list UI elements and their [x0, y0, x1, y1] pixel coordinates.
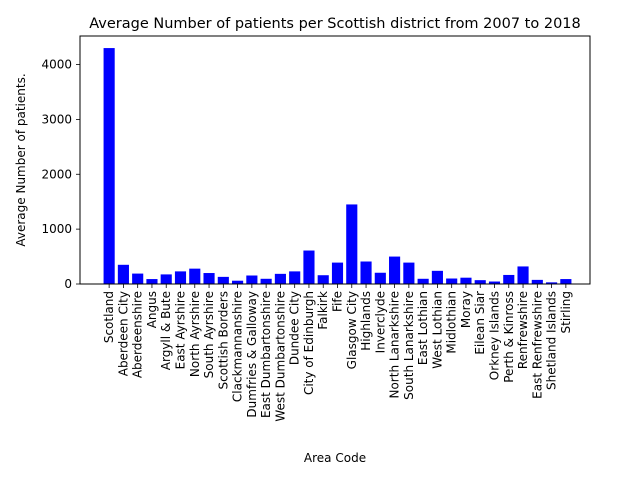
x-tick-label: Fife: [331, 291, 345, 312]
bar: [203, 273, 215, 284]
bar: [431, 270, 443, 284]
x-tick-label: Shetland Islands: [545, 291, 559, 390]
bar: [189, 268, 201, 284]
bar: [417, 278, 429, 284]
x-tick-label: Highlands: [359, 291, 373, 351]
x-tick-label: North Lanarkshire: [388, 291, 402, 399]
bar: [260, 278, 272, 284]
x-axis-ticks: Scotland Aberdeen City Aberdeenshire Angus A…: [102, 284, 573, 422]
bar: [517, 266, 529, 284]
bar: [289, 271, 301, 284]
x-tick-label: West Lothian: [430, 291, 444, 369]
bar: [232, 280, 244, 284]
x-tick-label: Eilean Siar: [473, 291, 487, 355]
chart-title: Average Number of patients per Scottish …: [89, 16, 581, 32]
x-tick-label: Aberdeen City: [116, 291, 130, 376]
bar: [274, 273, 286, 284]
y-tick-label: 1000: [41, 222, 72, 236]
x-tick-label: East Ayrshire: [174, 291, 188, 369]
bar: [317, 275, 329, 284]
x-tick-label: Angus: [145, 291, 159, 328]
bar: [546, 282, 558, 284]
y-tick-label: 3000: [41, 112, 72, 126]
bar: [446, 278, 458, 284]
bar: [374, 272, 386, 284]
y-axis-ticks: 0 1000 2000 3000 4000: [41, 58, 80, 291]
bar: [174, 271, 187, 284]
x-tick-label: East Lothian: [416, 291, 430, 365]
bar: [331, 262, 344, 284]
y-tick-label: 4000: [41, 58, 72, 72]
bar: [531, 279, 543, 284]
y-axis-label: Average Number of patients.: [14, 73, 28, 246]
bar: [403, 262, 415, 284]
bar: [560, 279, 572, 284]
bars-layer: [103, 48, 572, 284]
plot-frame: [79, 35, 591, 285]
axes-layer: [79, 35, 591, 285]
x-tick-label: South Ayrshire: [202, 291, 216, 378]
x-tick-label: North Ayrshire: [188, 291, 202, 377]
x-tick-label: Aberdeenshire: [131, 291, 145, 378]
x-tick-label: Stirling: [559, 291, 573, 333]
x-tick-label: City of Edinburgh: [302, 291, 316, 395]
bar: [103, 48, 115, 284]
x-tick-label: Scotland: [102, 291, 116, 343]
bar: [460, 277, 472, 284]
x-tick-label: Orkney Islands: [488, 291, 502, 380]
bar: [217, 276, 229, 284]
bar: [360, 261, 372, 284]
bar: [132, 273, 144, 284]
bar: [474, 280, 486, 284]
y-tick-label: 0: [64, 277, 72, 291]
bar: [146, 279, 158, 284]
x-tick-label: Renfrewshire: [516, 291, 530, 369]
bar: [389, 256, 401, 284]
x-tick-label: Dumfries & Galloway: [245, 291, 259, 418]
bar: [346, 204, 358, 284]
x-tick-label: East Renfrewshire: [530, 291, 544, 399]
x-tick-label: Dundee City: [288, 291, 302, 365]
bar: [503, 274, 515, 284]
y-tick-label: 2000: [41, 167, 72, 181]
x-tick-label: Inverclyde: [373, 291, 387, 353]
x-tick-label: South Lanarkshire: [402, 291, 416, 400]
x-axis-label: Area Code: [304, 451, 366, 465]
x-tick-label: West Dumbartonshire: [273, 291, 287, 422]
x-tick-label: Argyll & Bute: [159, 291, 173, 370]
x-tick-label: Glasgow City: [345, 291, 359, 369]
bar: [246, 275, 258, 284]
x-tick-label: Moray: [459, 291, 473, 328]
bar: [160, 274, 172, 284]
x-tick-label: Perth & Kinross: [502, 291, 516, 383]
x-tick-label: Midlothian: [445, 291, 459, 354]
bar: [303, 250, 315, 284]
bar: [488, 281, 501, 284]
x-tick-label: Clackmannanshire: [231, 291, 245, 402]
x-tick-label: East Dumbartonshire: [259, 291, 273, 418]
bar: [117, 264, 129, 284]
x-tick-label: Falkirk: [316, 291, 330, 330]
x-tick-label: Scottish Borders: [216, 291, 230, 389]
